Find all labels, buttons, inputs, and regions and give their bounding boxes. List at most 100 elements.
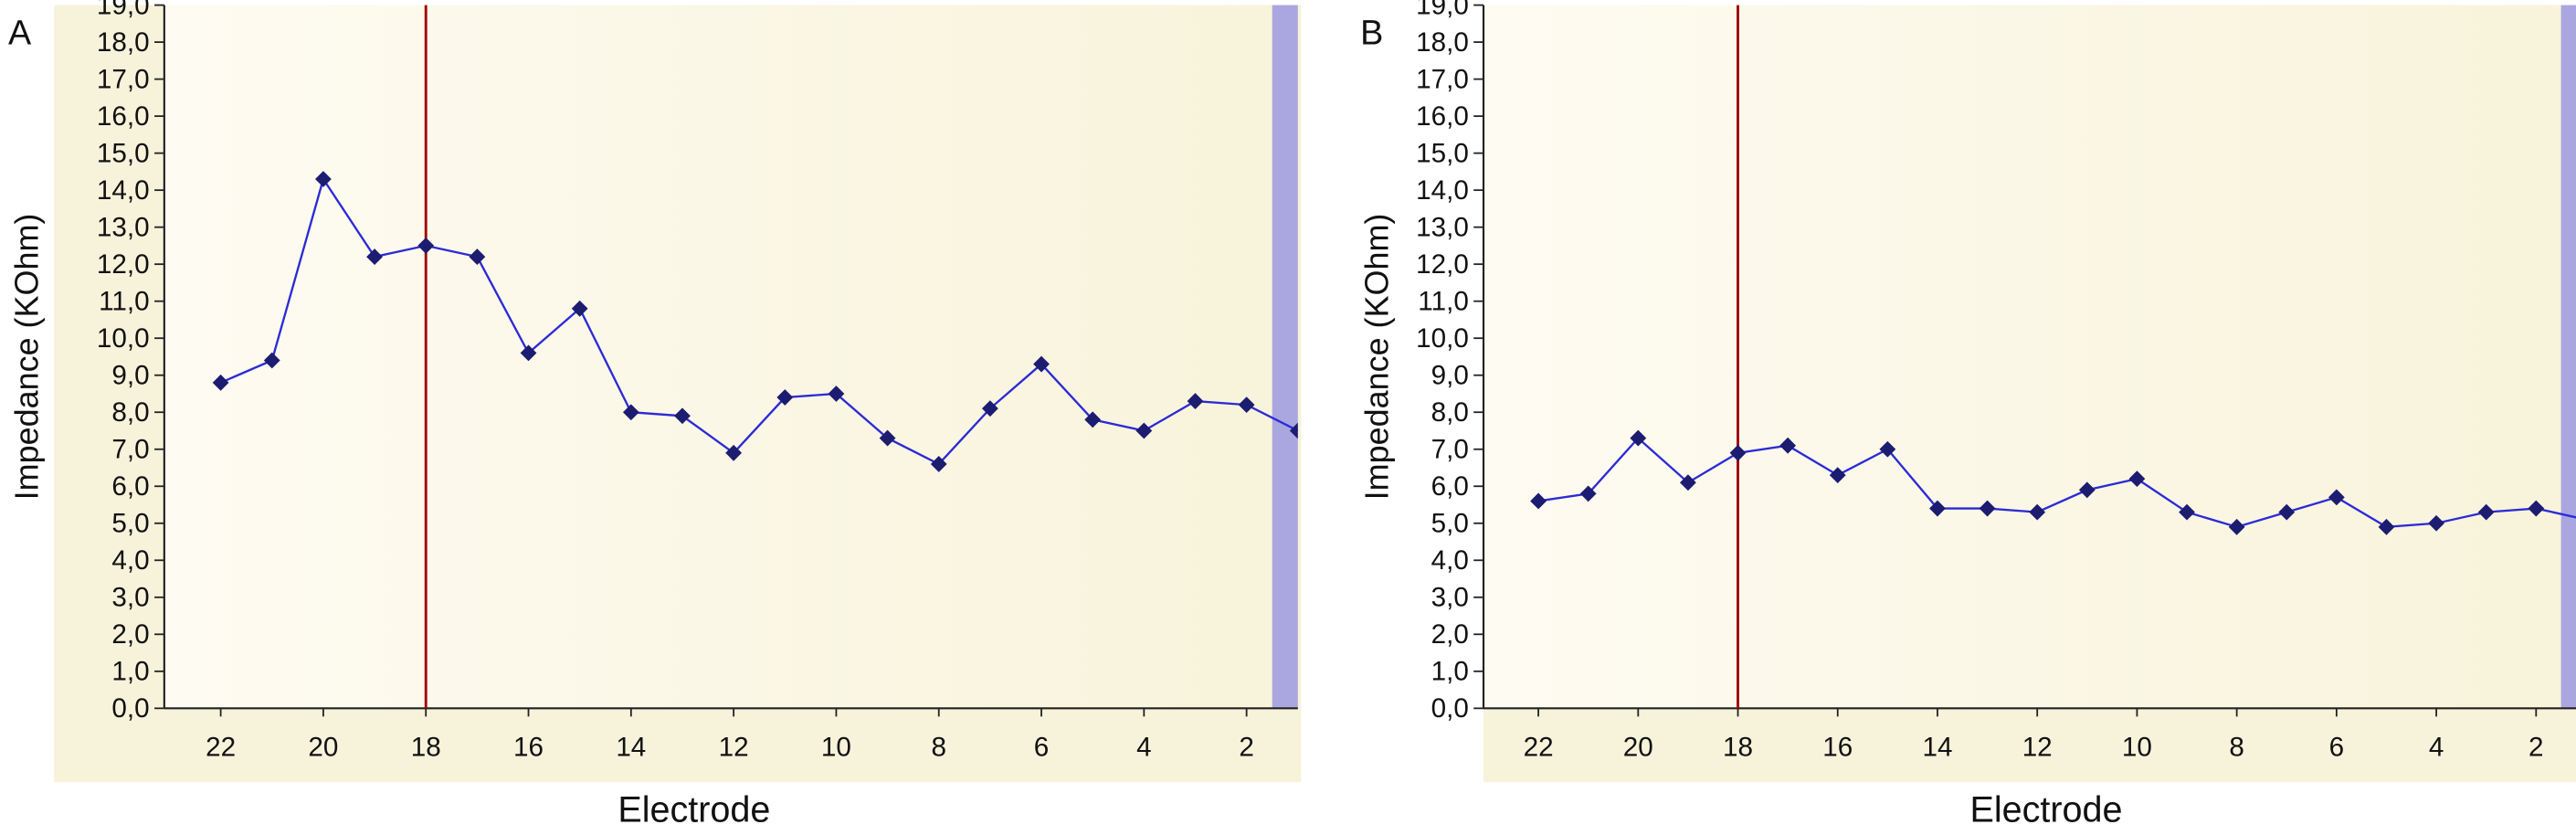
y-tick-label: 1,0 bbox=[111, 657, 149, 687]
y-tick-label: 8,0 bbox=[1431, 397, 1469, 428]
data-point bbox=[725, 444, 743, 461]
y-tick-label: 15,0 bbox=[97, 139, 150, 169]
y-axis-label: Impedance (KOhm) bbox=[7, 214, 45, 501]
x-axis-label: Electrode bbox=[618, 789, 770, 830]
y-tick-label: 5,0 bbox=[111, 509, 149, 539]
y-tick-label: 10,0 bbox=[1416, 323, 1469, 354]
data-point bbox=[674, 407, 691, 425]
x-tick-label: 22 bbox=[206, 732, 236, 762]
y-tick-label: 15,0 bbox=[1416, 139, 1469, 169]
data-point bbox=[2328, 489, 2345, 506]
x-tick-label: 10 bbox=[2122, 732, 2152, 762]
y-tick-label: 4,0 bbox=[111, 545, 149, 576]
data-point bbox=[1084, 411, 1102, 428]
data-point bbox=[828, 386, 845, 402]
y-tick-label: 6,0 bbox=[111, 471, 149, 502]
data-point bbox=[1929, 500, 1946, 517]
y-tick-label: 5,0 bbox=[1431, 509, 1469, 539]
data-point bbox=[2477, 503, 2495, 521]
data-point bbox=[2428, 514, 2444, 532]
y-axis-label: Impedance (KOhm) bbox=[1358, 214, 1396, 501]
y-tick-label: 3,0 bbox=[111, 583, 149, 613]
y-tick-label: 1,0 bbox=[1431, 657, 1469, 687]
highlight-band bbox=[2560, 5, 2576, 709]
chart-panel: 0,0 1,0 2,0 3,0 4,0 5,0 6,0 7,0 8,0 9,0 10,0 11,0 12… bbox=[1358, 0, 2576, 830]
y-tick-label: 0,0 bbox=[111, 693, 149, 724]
data-line bbox=[220, 176, 1298, 466]
highlight-band bbox=[1272, 5, 1298, 709]
y-tick-label: 16,0 bbox=[97, 101, 150, 132]
x-tick-label: 4 bbox=[2429, 732, 2444, 762]
data-point bbox=[469, 248, 486, 265]
y-tick-label: 13,0 bbox=[97, 213, 150, 243]
y-tick-label: 7,0 bbox=[111, 435, 149, 465]
y-tick-label: 8,0 bbox=[111, 397, 149, 428]
x-tick-label: 14 bbox=[1922, 732, 1952, 762]
data-point bbox=[930, 456, 947, 472]
data-point bbox=[622, 404, 639, 421]
data-point bbox=[1779, 437, 1797, 454]
data-point bbox=[776, 389, 794, 406]
x-tick-label: 12 bbox=[2022, 732, 2053, 762]
y-tick-label: 11,0 bbox=[1418, 287, 1469, 317]
y-tick-label: 7,0 bbox=[1431, 435, 1469, 465]
y-tick-label: 12,0 bbox=[1416, 249, 1469, 280]
x-tick-label: 8 bbox=[2229, 732, 2244, 762]
x-tick-label: 20 bbox=[1623, 732, 1653, 762]
y-tick-label: 14,0 bbox=[1416, 175, 1469, 206]
y-tick-label: 2,0 bbox=[111, 619, 149, 650]
x-tick-label: 16 bbox=[1822, 732, 1853, 762]
data-point bbox=[2128, 470, 2146, 488]
x-tick-label: 2 bbox=[1239, 732, 1253, 762]
plot-area bbox=[164, 5, 1298, 709]
y-tick-label: 9,0 bbox=[1431, 361, 1469, 391]
data-point bbox=[1238, 396, 1255, 414]
y-tick-label: 14,0 bbox=[97, 175, 150, 206]
y-tick-label: 17,0 bbox=[1416, 65, 1469, 95]
y-tick-label: 11,0 bbox=[99, 287, 150, 317]
y-tick-label: 9,0 bbox=[111, 361, 149, 391]
y-tick-label: 2,0 bbox=[1431, 619, 1469, 650]
y-tick-label: 16,0 bbox=[1416, 101, 1469, 132]
panel-label: A bbox=[8, 15, 32, 53]
data-point bbox=[879, 429, 896, 447]
y-tick-label: 6,0 bbox=[1431, 471, 1469, 502]
x-tick-label: 18 bbox=[1723, 732, 1753, 762]
x-tick-label: 10 bbox=[821, 732, 851, 762]
y-tick-label: 4,0 bbox=[1431, 545, 1469, 576]
data-point bbox=[417, 238, 435, 254]
data-point bbox=[1829, 467, 1846, 483]
x-tick-label: 4 bbox=[1136, 732, 1152, 762]
y-tick-label: 10,0 bbox=[97, 323, 150, 354]
y-tick-label: 13,0 bbox=[1416, 213, 1469, 243]
panel-label: B bbox=[1360, 15, 1383, 53]
y-tick-label: 19,0 bbox=[97, 0, 150, 20]
data-point bbox=[2228, 518, 2245, 535]
data-line bbox=[1537, 436, 2576, 529]
x-tick-label: 20 bbox=[308, 732, 338, 762]
y-tick-label: 0,0 bbox=[1431, 693, 1469, 724]
data-point bbox=[2078, 481, 2096, 499]
x-tick-label: 14 bbox=[616, 732, 646, 762]
x-tick-label: 18 bbox=[411, 732, 441, 762]
y-tick-label: 18,0 bbox=[1416, 27, 1469, 58]
y-tick-label: 18,0 bbox=[97, 27, 150, 58]
chart-panel: 0,0 1,0 2,0 3,0 4,0 5,0 6,0 7,0 8,0 9,0 10,0 11,0 12… bbox=[7, 0, 1302, 830]
data-point bbox=[212, 374, 229, 391]
y-tick-label: 3,0 bbox=[1431, 583, 1469, 613]
y-tick-label: 12,0 bbox=[97, 249, 150, 280]
x-tick-label: 8 bbox=[931, 732, 945, 762]
data-point bbox=[2528, 500, 2545, 517]
x-axis-label: Electrode bbox=[1969, 789, 2122, 830]
x-tick-label: 6 bbox=[1034, 732, 1050, 762]
x-tick-label: 6 bbox=[2329, 732, 2344, 762]
x-tick-label: 22 bbox=[1524, 732, 1554, 762]
y-tick-label: 17,0 bbox=[97, 65, 150, 95]
x-tick-label: 2 bbox=[2528, 732, 2544, 762]
x-tick-label: 12 bbox=[719, 732, 749, 762]
data-point bbox=[1289, 422, 1298, 439]
x-tick-label: 16 bbox=[513, 732, 544, 762]
plot-area bbox=[1483, 5, 2576, 709]
data-point bbox=[1729, 444, 1747, 461]
